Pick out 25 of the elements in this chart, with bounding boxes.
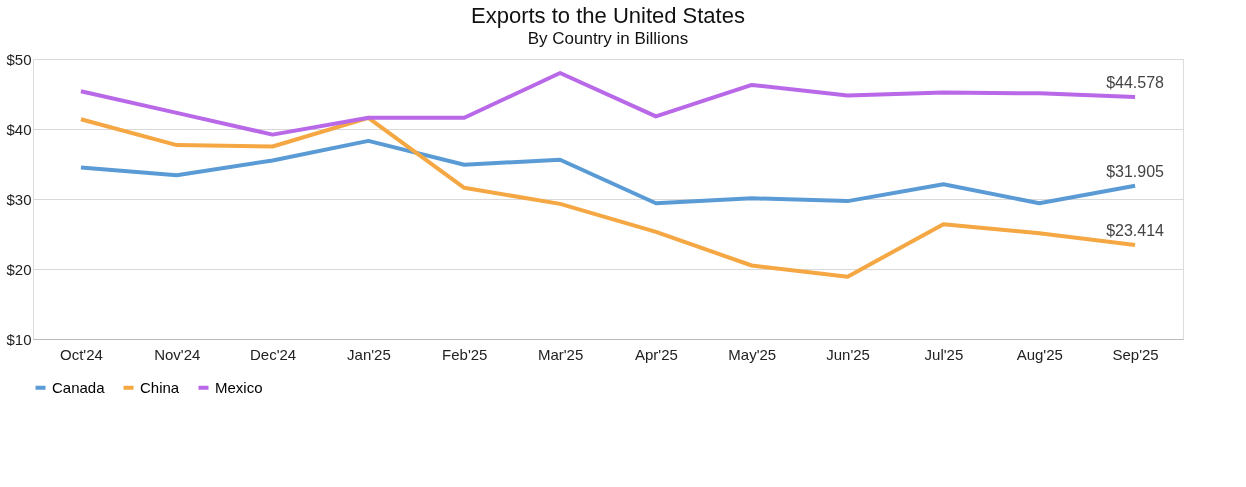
legend-label: Canada <box>52 378 106 396</box>
x-tick-label: Sep'25 <box>1112 345 1159 363</box>
x-tick-label: Dec'24 <box>249 345 297 363</box>
data-label: $44.578 <box>1106 73 1165 91</box>
y-tick-label: $30 <box>6 190 32 208</box>
data-label: $31.905 <box>1106 162 1165 180</box>
x-tick-label: May'25 <box>728 345 777 363</box>
x-tick-label: Aug'25 <box>1016 345 1063 363</box>
y-tick-label: $10 <box>6 330 32 348</box>
legend-label: China <box>140 378 180 396</box>
y-tick-label: $20 <box>6 260 32 278</box>
data-label: $23.414 <box>1106 222 1165 240</box>
y-tick-label: $40 <box>6 120 32 138</box>
x-tick-label: Apr'25 <box>634 345 678 363</box>
x-tick-label: Jan'25 <box>347 345 391 363</box>
x-tick-label: Nov'24 <box>154 345 201 363</box>
chart-subtitle: By Country in Billions <box>527 29 689 48</box>
x-tick-label: Feb'25 <box>442 345 488 363</box>
x-tick-label: Mar'25 <box>537 345 584 363</box>
legend-label: Mexico <box>215 378 263 396</box>
chart-title: Exports to the United States <box>471 3 745 28</box>
x-tick-label: Jun'25 <box>826 345 870 363</box>
y-tick-label: $50 <box>6 50 32 68</box>
x-tick-label: Jul'25 <box>924 345 964 363</box>
x-tick-label: Oct'24 <box>59 345 103 363</box>
